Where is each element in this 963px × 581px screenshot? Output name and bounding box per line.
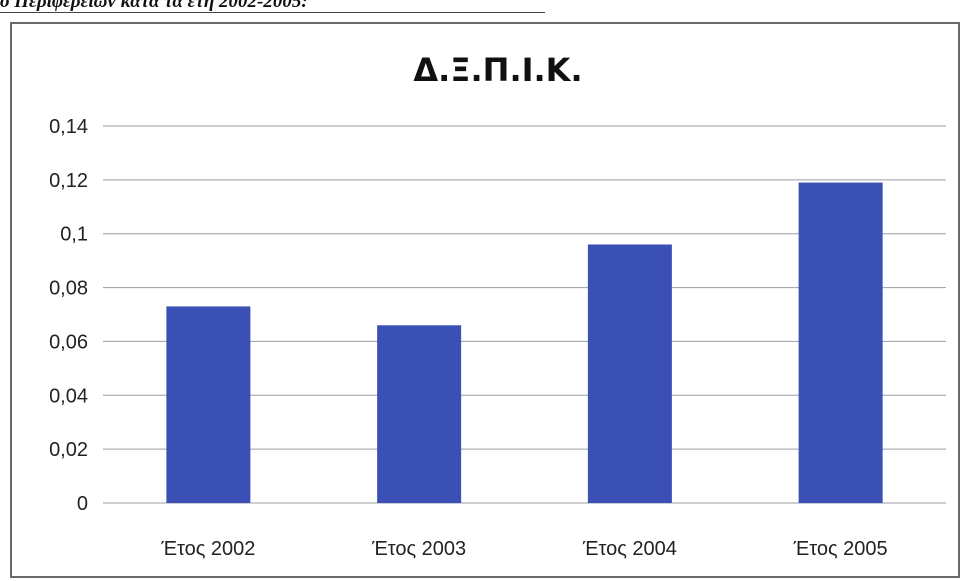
bars (166, 182, 883, 504)
caption-text: ό Περιφερειών κατά τα έτη 2002-2005: (0, 0, 308, 12)
y-tick-label: 0,12 (49, 170, 88, 192)
bar (587, 244, 672, 503)
bar (377, 325, 462, 503)
bar (166, 306, 251, 503)
y-tick-label: 0,06 (49, 331, 88, 353)
chart-title: Δ.Ξ.Π.Ι.Κ. (413, 51, 582, 89)
x-tick-label: Έτος 2002 (160, 538, 255, 560)
x-tick-label: Έτος 2004 (582, 538, 677, 560)
x-tick-label: Έτος 2003 (371, 538, 466, 560)
y-tick-label: 0,1 (60, 224, 88, 246)
y-tick-label: 0,14 (49, 116, 88, 138)
y-tick-label: 0,08 (49, 278, 88, 300)
y-axis-ticks: 0 0,02 0,04 0,06 0,08 0,1 0,12 0,14 (49, 116, 88, 515)
bar-chart: Δ.Ξ.Π.Ι.Κ. 00,020,040,060,080,10,120,14 … (49, 51, 946, 560)
y-tick-label: 0,04 (49, 385, 88, 407)
bar (798, 182, 883, 504)
chart-frame: Δ.Ξ.Π.Ι.Κ. 0 0,02 0,04 0,06 0,08 0,1 0,12 0,14 … (10, 22, 960, 578)
x-tick-label: Έτος 2005 (793, 538, 888, 560)
caption-underline (0, 12, 545, 13)
x-axis-ticks: Έτος 2002 Έτος 2003 Έτος 2004 Έτος 2005 (160, 538, 887, 560)
y-tick-label: 0 (77, 493, 88, 515)
y-tick-label: 0,02 (49, 439, 88, 461)
